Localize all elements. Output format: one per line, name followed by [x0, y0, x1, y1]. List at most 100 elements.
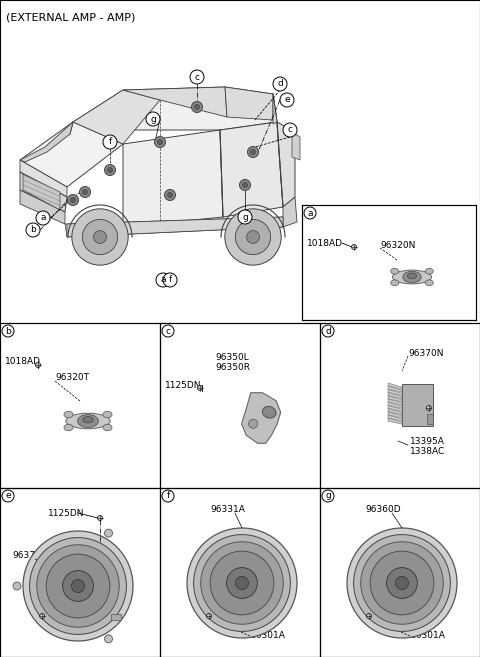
Polygon shape	[123, 87, 227, 117]
Polygon shape	[225, 87, 273, 120]
Circle shape	[83, 219, 118, 255]
Circle shape	[366, 614, 372, 618]
Text: f: f	[168, 275, 172, 284]
Polygon shape	[65, 217, 283, 237]
Circle shape	[162, 325, 174, 337]
Circle shape	[283, 123, 297, 137]
Text: 1125DN: 1125DN	[165, 380, 202, 390]
Text: c: c	[288, 125, 292, 135]
Text: d: d	[325, 327, 331, 336]
Circle shape	[190, 70, 204, 84]
Polygon shape	[20, 122, 73, 162]
Ellipse shape	[64, 424, 73, 431]
Circle shape	[242, 183, 248, 187]
Polygon shape	[388, 383, 402, 389]
Text: 96301A: 96301A	[410, 631, 445, 641]
Circle shape	[156, 273, 170, 287]
Ellipse shape	[403, 271, 421, 283]
Circle shape	[40, 614, 45, 618]
Text: e: e	[5, 491, 11, 501]
Text: f: f	[167, 491, 169, 501]
Circle shape	[251, 150, 255, 154]
Text: 96331A: 96331A	[210, 505, 245, 514]
Polygon shape	[388, 405, 402, 411]
Circle shape	[157, 139, 162, 145]
Circle shape	[206, 614, 212, 618]
Circle shape	[46, 554, 110, 618]
Circle shape	[235, 219, 271, 255]
Polygon shape	[73, 87, 277, 130]
Polygon shape	[20, 172, 67, 212]
Polygon shape	[402, 384, 433, 426]
Polygon shape	[388, 393, 402, 399]
Circle shape	[322, 325, 334, 337]
Text: 96350L: 96350L	[215, 353, 249, 363]
Polygon shape	[20, 160, 67, 197]
Ellipse shape	[391, 268, 399, 274]
Circle shape	[361, 542, 443, 624]
Polygon shape	[388, 412, 402, 418]
Circle shape	[155, 137, 166, 148]
Circle shape	[193, 535, 290, 631]
Text: 96350R: 96350R	[215, 363, 250, 373]
Ellipse shape	[83, 417, 93, 423]
Text: 1338AC: 1338AC	[410, 447, 445, 455]
Circle shape	[2, 490, 14, 502]
Ellipse shape	[249, 419, 258, 428]
Bar	[427, 414, 433, 424]
Circle shape	[354, 535, 450, 631]
Circle shape	[201, 542, 283, 624]
Circle shape	[83, 189, 87, 194]
Circle shape	[71, 198, 75, 202]
Polygon shape	[220, 122, 283, 217]
Circle shape	[235, 576, 249, 589]
Circle shape	[168, 193, 172, 198]
Text: b: b	[5, 327, 11, 336]
Circle shape	[227, 568, 257, 599]
Text: 96301A: 96301A	[250, 631, 285, 641]
Bar	[0, 323, 160, 488]
Bar	[0, 488, 160, 657]
Text: e: e	[284, 95, 290, 104]
Text: c: c	[166, 327, 170, 336]
Bar	[160, 323, 320, 488]
Polygon shape	[67, 217, 283, 237]
Polygon shape	[20, 122, 123, 187]
Circle shape	[210, 551, 274, 615]
Circle shape	[80, 187, 91, 198]
Circle shape	[304, 207, 316, 219]
Circle shape	[105, 635, 112, 643]
Circle shape	[2, 325, 14, 337]
Ellipse shape	[103, 411, 112, 418]
Circle shape	[62, 570, 94, 601]
Circle shape	[26, 223, 40, 237]
Polygon shape	[23, 174, 60, 210]
Circle shape	[322, 490, 334, 502]
Circle shape	[347, 528, 457, 638]
Circle shape	[426, 405, 432, 411]
Polygon shape	[388, 409, 402, 415]
Text: 96320T: 96320T	[55, 373, 89, 382]
Text: (EXTERNAL AMP - AMP): (EXTERNAL AMP - AMP)	[6, 12, 135, 22]
Text: 96371: 96371	[12, 551, 41, 560]
Circle shape	[72, 579, 84, 593]
Circle shape	[146, 112, 160, 126]
Text: a: a	[307, 208, 313, 217]
Circle shape	[370, 551, 434, 615]
Circle shape	[280, 93, 294, 107]
Circle shape	[192, 101, 203, 112]
Polygon shape	[292, 132, 300, 160]
Circle shape	[36, 363, 40, 367]
Ellipse shape	[408, 273, 417, 279]
Circle shape	[23, 531, 133, 641]
Circle shape	[103, 135, 117, 149]
Polygon shape	[20, 190, 65, 224]
Circle shape	[197, 386, 203, 390]
Circle shape	[238, 210, 252, 224]
Ellipse shape	[103, 424, 112, 431]
Text: g: g	[242, 212, 248, 221]
Circle shape	[105, 164, 116, 175]
Polygon shape	[388, 396, 402, 402]
Ellipse shape	[66, 413, 110, 429]
Circle shape	[386, 568, 418, 599]
